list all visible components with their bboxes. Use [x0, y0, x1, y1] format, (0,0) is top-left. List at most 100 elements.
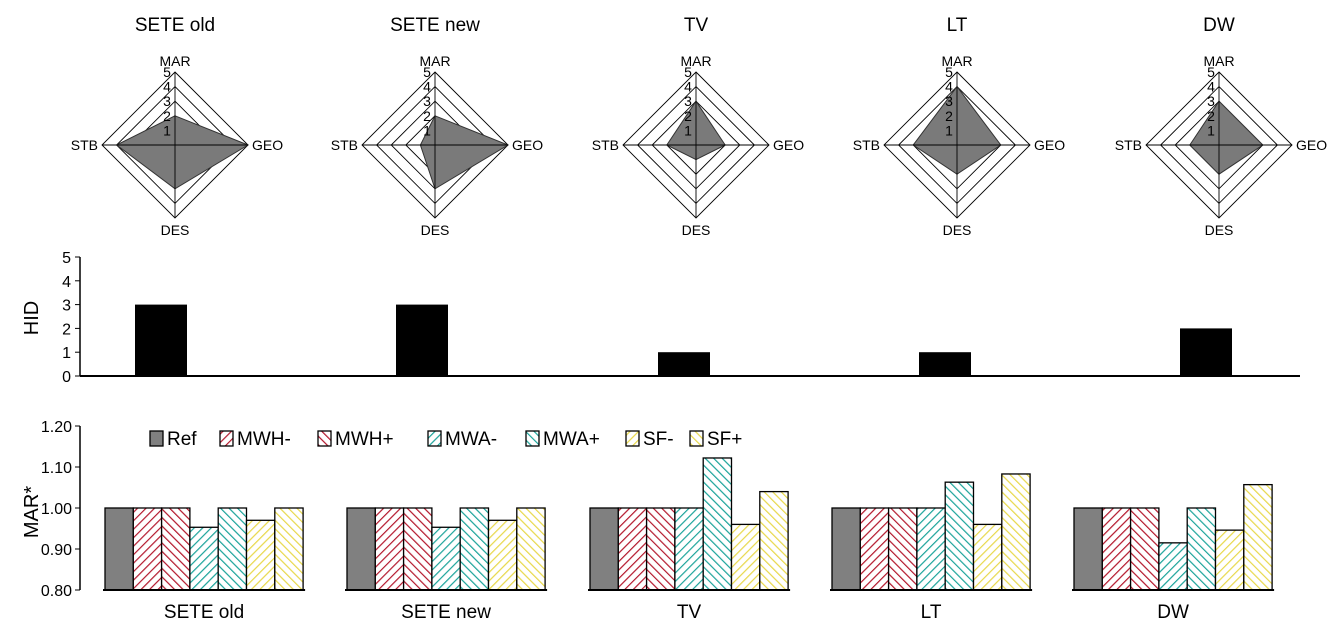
mar-bar-chart: MAR* 0.80 0.90 1.00 1.10 1.20 SETE old SETE ne… [21, 419, 1275, 623]
hid-y-tick-label: 0 [62, 369, 71, 386]
radar-title: TV [684, 15, 709, 36]
radar-title: SETE new [390, 15, 480, 36]
mar-bar-ref [1073, 507, 1103, 591]
radar-title: SETE old [135, 15, 215, 36]
mar-bar-mwa [459, 507, 490, 591]
mar-x-category-label: LT [921, 602, 942, 623]
radar-tick-label: 4 [684, 79, 692, 95]
mar-bar-mwa [674, 507, 704, 591]
radar-tick-label: 1 [423, 122, 431, 138]
radar-tick-label: 2 [163, 108, 171, 124]
mar-bar-mwa [431, 526, 461, 591]
mar-y-tick-label: 1.00 [41, 501, 72, 518]
radar-tick-label: 2 [684, 108, 692, 124]
radar-tick-label: 3 [1207, 93, 1215, 109]
mar-bar-mwa [189, 526, 219, 591]
legend-swatch-mwa [525, 430, 540, 447]
mar-group-sete-old: SETE old [103, 507, 306, 623]
legend-label-ref: Ref [167, 429, 197, 450]
legend-label-mwh: MWH- [237, 429, 291, 450]
hid-bar-sete-new [396, 304, 448, 376]
radar-axis-label-des: DES [1205, 222, 1234, 238]
radar-tick-label: 2 [423, 108, 431, 124]
hid-y-tick-label: 5 [62, 250, 71, 267]
mar-group-dw: DW [1072, 483, 1275, 623]
hid-bar-dw [1180, 328, 1232, 376]
mar-bar-mwh [645, 507, 676, 591]
legend-label-sf: SF+ [707, 429, 742, 450]
radar-tick-label: 5 [423, 64, 431, 80]
mar-bar-mwh [1129, 507, 1160, 591]
mar-x-category-label: SETE new [401, 602, 491, 623]
radar-tick-label: 4 [945, 79, 953, 95]
radar-axis-label-mar: MAR [941, 53, 972, 69]
radar-tick-label: 3 [684, 93, 692, 109]
radar-tick-label: 1 [684, 122, 692, 138]
legend-swatch-mwh [317, 430, 332, 447]
legend-swatch-mwh [219, 430, 234, 447]
mar-group-lt: LT [830, 473, 1033, 623]
mar-bar-mwa [944, 481, 975, 591]
mar-x-category-label: SETE old [164, 602, 244, 623]
mar-bar-mwh [402, 507, 433, 591]
mar-y-tick-label: 1.10 [41, 460, 72, 477]
radar-axis-label-des: DES [943, 222, 972, 238]
mar-bar-mwh [859, 507, 890, 591]
radar-axis-label-stb: STB [71, 137, 98, 153]
mar-x-category-label: DW [1157, 602, 1189, 623]
legend-swatch-sf [689, 430, 704, 447]
radar-tick-label: 1 [163, 122, 171, 138]
radar-axis-label-geo: GEO [512, 137, 543, 153]
radar-axis-label-des: DES [682, 222, 711, 238]
hid-bar-chart: HID 0 1 2 3 4 5 [21, 250, 1300, 386]
radar-tick-label: 5 [945, 64, 953, 80]
radar-axis-label-mar: MAR [1203, 53, 1234, 69]
legend-label-mwa: MWA- [445, 429, 497, 450]
mar-group-tv: TV [588, 457, 791, 623]
radar-tick-label: 4 [163, 79, 171, 95]
mar-bar-sf [972, 523, 1003, 591]
radar-tick-label: 2 [1207, 108, 1215, 124]
radar-axis-label-stb: STB [853, 137, 880, 153]
radar-tick-label: 3 [163, 93, 171, 109]
radar-axis-label-stb: STB [592, 137, 619, 153]
mar-bar-ref [346, 507, 376, 591]
radar-tick-label: 4 [423, 79, 431, 95]
radar-axis-label-geo: GEO [1296, 137, 1327, 153]
radar-tick-label: 4 [1207, 79, 1215, 95]
mar-bar-mwh [132, 507, 163, 591]
mar-bar-mwa [702, 457, 733, 591]
mar-bar-sf [1001, 473, 1031, 591]
radar-axis-label-mar: MAR [680, 53, 711, 69]
mar-bar-mwa [217, 507, 248, 591]
hid-y-axis-label: HID [21, 301, 43, 335]
radar-data-area [419, 115, 510, 190]
radar-axis-label-mar: MAR [419, 53, 450, 69]
radar-axis-label-geo: GEO [252, 137, 283, 153]
radar-tick-label: 2 [945, 108, 953, 124]
mar-y-axis-label: MAR* [21, 486, 43, 538]
radar-axis-label-des: DES [421, 222, 450, 238]
mar-y-tick-label: 0.80 [41, 583, 72, 600]
hid-y-tick-label: 4 [62, 274, 71, 291]
mar-x-category-label: TV [677, 602, 702, 623]
mar-bar-sf [274, 507, 304, 591]
hid-bar-sete-old [135, 304, 187, 376]
mar-bar-mwa [916, 507, 946, 591]
radar-tick-label: 5 [163, 64, 171, 80]
legend-swatch-mwa [427, 430, 442, 447]
mar-bar-mwh [160, 507, 191, 591]
radar-axis-label-des: DES [161, 222, 190, 238]
hid-y-tick-label: 1 [62, 345, 71, 362]
radar-tick-label: 5 [684, 64, 692, 80]
radar-title: LT [947, 15, 968, 36]
mar-bar-mwh [1101, 507, 1132, 591]
mar-bar-sf [730, 523, 761, 591]
mar-y-tick-label: 0.90 [41, 542, 72, 559]
mar-bar-mwh [887, 507, 918, 591]
